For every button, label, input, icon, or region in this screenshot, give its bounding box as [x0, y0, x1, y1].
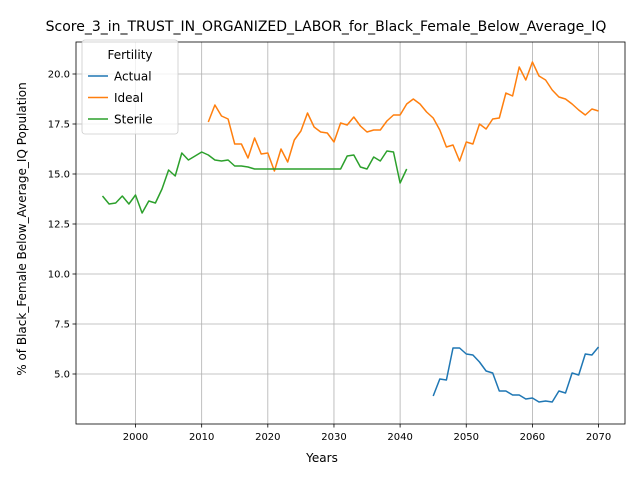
x-tick-label: 2010 [189, 432, 214, 443]
grid-lines [76, 42, 625, 424]
y-tick-label: 20.0 [48, 70, 70, 81]
y-tick-label: 10.0 [48, 270, 70, 281]
legend-label-actual: Actual [114, 70, 152, 84]
series-line-actual [432, 346, 600, 403]
y-tick-label: 15.0 [48, 170, 70, 181]
x-tick-label: 2030 [321, 432, 346, 443]
legend-entries: Actual Ideal Sterile [88, 70, 153, 127]
x-tick-label: 2050 [454, 432, 479, 443]
y-tick-label: 7.5 [54, 320, 70, 331]
y-tick-label: 17.5 [48, 120, 70, 131]
legend-box [81, 39, 179, 135]
series-line-ideal [207, 61, 599, 172]
y-tick-label: 12.5 [48, 220, 70, 231]
axis-ticks: 2000 2010 2020 2030 2040 2050 2060 2070 5.0 7.5 10… [48, 70, 612, 444]
x-tick-label: 2000 [123, 432, 148, 443]
x-tick-label: 2070 [586, 432, 611, 443]
legend: Fertility Actual Ideal Sterile [81, 39, 179, 135]
chart-title: Score_3_in_TRUST_IN_ORGANIZED_LABOR_for_… [46, 19, 607, 35]
plot-frame [75, 41, 626, 425]
series-line-sterile [101, 150, 408, 214]
legend-label-ideal: Ideal [114, 91, 143, 105]
legend-title: Fertility [107, 48, 152, 62]
y-axis-label: % of Black_Female Below_Average_IQ Popul… [15, 82, 29, 376]
y-tick-label: 5.0 [54, 370, 70, 381]
x-tick-label: 2020 [255, 432, 280, 443]
x-tick-label: 2060 [520, 432, 545, 443]
x-axis-label: Years [305, 451, 338, 465]
x-tick-label: 2040 [387, 432, 412, 443]
legend-label-sterile: Sterile [114, 113, 153, 127]
series-layer [101, 61, 600, 403]
